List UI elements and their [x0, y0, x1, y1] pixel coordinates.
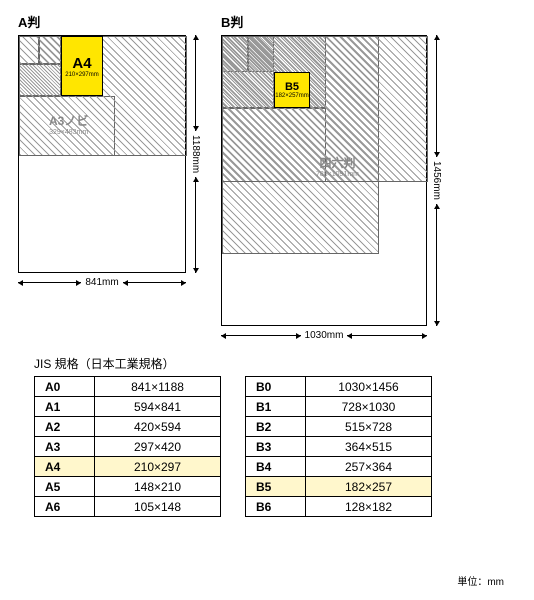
table-row: A3297×420: [35, 437, 221, 457]
a-paper-diagram: A4210×297mm A3ノビ329×483mm 841mm: [18, 35, 186, 288]
b-series-table: B01030×1456B1728×1030B2515×728B3364×515B…: [245, 376, 432, 517]
a-width-dimension: 841mm: [18, 277, 186, 288]
table-row: B6128×182: [246, 497, 432, 517]
table-row: B2515×728: [246, 417, 432, 437]
size-dims: 841×1188: [95, 377, 221, 397]
table-row: B1728×1030: [246, 397, 432, 417]
size-name: A6: [35, 497, 95, 517]
size-name: B6: [246, 497, 306, 517]
table-row: A6105×148: [35, 497, 221, 517]
a-height-dimension: 1188mm: [190, 35, 201, 273]
b-highlight: B5182×257mm: [274, 72, 310, 108]
size-dims: 594×841: [95, 397, 221, 417]
b-height-dimension: 1456mm: [431, 35, 442, 326]
a-series-table: A0841×1188A1594×841A2420×594A3297×420A42…: [34, 376, 221, 517]
size-name: B3: [246, 437, 306, 457]
size-dims: 515×728: [306, 417, 432, 437]
a-nested-rect: [19, 36, 187, 156]
tables-row: A0841×1188A1594×841A2420×594A3297×420A42…: [0, 376, 534, 517]
unit-label: 単位：mm: [457, 573, 504, 588]
size-name: A1: [35, 397, 95, 417]
size-dims: 182×257: [306, 477, 432, 497]
b-title: B判: [221, 12, 442, 31]
a-sublabel: A3ノビ329×483mm: [49, 112, 88, 136]
size-name: A2: [35, 417, 95, 437]
size-name: A0: [35, 377, 95, 397]
size-name: B5: [246, 477, 306, 497]
size-name: B4: [246, 457, 306, 477]
b-width-dimension: 1030mm: [221, 330, 427, 341]
b-sublabel: 四六判788×1091mm: [316, 154, 359, 178]
diagram-row: A判 A4210×297mm A3ノビ329×483mm 841mm 1188mm…: [0, 0, 534, 341]
table-row: B4257×364: [246, 457, 432, 477]
size-dims: 148×210: [95, 477, 221, 497]
size-dims: 297×420: [95, 437, 221, 457]
size-dims: 257×364: [306, 457, 432, 477]
size-dims: 728×1030: [306, 397, 432, 417]
tables-title: JIS 規格（日本工業規格）: [34, 355, 534, 372]
size-dims: 105×148: [95, 497, 221, 517]
table-row: A0841×1188: [35, 377, 221, 397]
size-name: A4: [35, 457, 95, 477]
table-row: A2420×594: [35, 417, 221, 437]
table-row: A4210×297: [35, 457, 221, 477]
size-dims: 420×594: [95, 417, 221, 437]
table-row: B01030×1456: [246, 377, 432, 397]
size-name: B1: [246, 397, 306, 417]
table-row: B3364×515: [246, 437, 432, 457]
table-row: A1594×841: [35, 397, 221, 417]
size-dims: 210×297: [95, 457, 221, 477]
b-paper-diagram: B5182×257mm 四六判788×1091mm 1030mm: [221, 35, 427, 341]
a-title: A判: [18, 12, 201, 31]
table-row: A5148×210: [35, 477, 221, 497]
size-name: B0: [246, 377, 306, 397]
table-row: B5182×257: [246, 477, 432, 497]
size-dims: 364×515: [306, 437, 432, 457]
a-series-column: A判 A4210×297mm A3ノビ329×483mm 841mm 1188mm: [18, 12, 201, 341]
b-series-column: B判 B5182×257mm 四六判788×1091mm 1030mm 1456m…: [221, 12, 442, 341]
a-highlight: A4210×297mm: [61, 36, 103, 96]
size-name: B2: [246, 417, 306, 437]
size-name: A5: [35, 477, 95, 497]
size-dims: 128×182: [306, 497, 432, 517]
size-name: A3: [35, 437, 95, 457]
size-dims: 1030×1456: [306, 377, 432, 397]
